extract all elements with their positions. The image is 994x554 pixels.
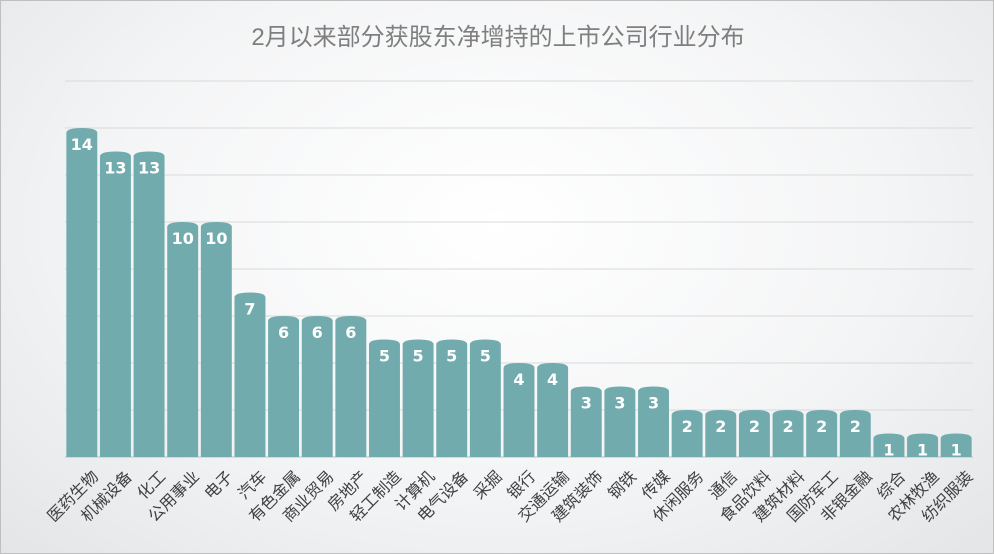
data-label: 10 <box>172 229 194 248</box>
bar <box>469 339 501 457</box>
bar <box>234 292 266 457</box>
data-label: 1 <box>951 441 962 460</box>
data-label: 5 <box>480 347 491 366</box>
bar <box>806 410 838 457</box>
bar <box>99 151 131 457</box>
data-label: 5 <box>379 347 390 366</box>
bar <box>570 386 602 457</box>
data-label: 13 <box>104 159 126 178</box>
data-label: 14 <box>71 135 93 154</box>
data-labels: 14 13 13 10 10 7 6 6 6 5 5 5 5 4 4 3 3 3 2 2 2 2 2 2 1 1 1 <box>71 135 962 460</box>
bar <box>907 433 939 457</box>
bar <box>402 339 434 457</box>
data-label: 4 <box>513 370 524 389</box>
data-label: 2 <box>682 417 693 436</box>
bar <box>537 363 569 457</box>
bar <box>671 410 703 457</box>
data-label: 1 <box>917 441 928 460</box>
data-label: 6 <box>345 323 356 342</box>
data-label: 2 <box>850 417 861 436</box>
bar <box>301 316 333 457</box>
chart-title: 2月以来部分获股东净增持的上市公司行业分布 <box>251 24 744 51</box>
bar <box>268 316 300 457</box>
data-label: 3 <box>648 394 659 413</box>
data-label: 5 <box>413 347 424 366</box>
data-label: 13 <box>138 159 160 178</box>
data-label: 6 <box>312 323 323 342</box>
data-label: 3 <box>614 394 625 413</box>
bar <box>604 386 636 457</box>
data-label: 5 <box>446 347 457 366</box>
bar <box>335 316 367 457</box>
x-tick-labels: 医药生物机械设备化工公用事业电子汽车有色金属商业贸易房地产轻工制造计算机电气设备… <box>43 467 976 526</box>
bar <box>369 339 400 457</box>
bars <box>66 128 972 457</box>
bar <box>839 410 871 457</box>
x-tick-label: 采掘 <box>470 467 506 503</box>
x-tick-label: 钢铁 <box>604 467 640 503</box>
bar <box>638 386 669 457</box>
bar <box>200 222 232 457</box>
bar <box>940 433 972 457</box>
data-label: 2 <box>816 417 827 436</box>
data-label: 4 <box>547 370 558 389</box>
bar <box>738 410 770 457</box>
data-label: 7 <box>244 300 255 319</box>
data-label: 1 <box>883 441 894 460</box>
bar <box>66 128 98 457</box>
bar <box>436 339 468 457</box>
data-label: 10 <box>205 229 227 248</box>
bar <box>772 410 804 457</box>
bar <box>873 433 905 457</box>
bar <box>133 151 165 457</box>
bar <box>503 363 535 457</box>
data-label: 2 <box>715 417 726 436</box>
data-label: 6 <box>278 323 289 342</box>
data-label: 3 <box>581 394 592 413</box>
data-label: 2 <box>749 417 760 436</box>
data-label: 2 <box>782 417 793 436</box>
bar <box>705 410 737 457</box>
bar <box>167 222 199 457</box>
x-tick-label: 电子 <box>201 467 237 503</box>
